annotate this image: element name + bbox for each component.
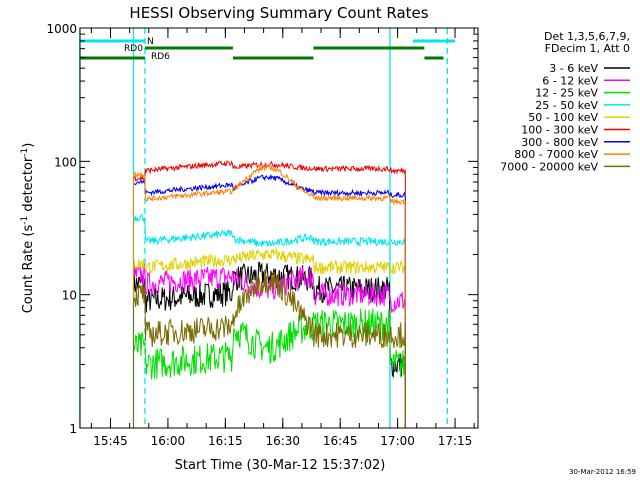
y-axis-label-sup2: -1 <box>20 148 30 157</box>
y-axis-label-end: ) <box>21 143 36 148</box>
x-tick-label: 16:45 <box>323 434 358 448</box>
series-line-4 <box>133 247 406 428</box>
series-line-7 <box>133 164 406 428</box>
footer-date: 30-Mar-2012 16:59 <box>569 468 636 476</box>
legend-label-0: 3 - 6 keV <box>549 62 598 75</box>
legend-label-7: 800 - 7000 keV <box>514 148 598 161</box>
rd6-flag-label: RD6 <box>151 52 170 62</box>
y-axis-label-main: Count Rate (s <box>21 225 36 314</box>
legend-label-2: 12 - 25 keV <box>535 87 598 100</box>
x-tick-label: 15:45 <box>93 434 128 448</box>
x-tick-label: 16:15 <box>208 434 243 448</box>
x-tick-label: 16:30 <box>265 434 300 448</box>
legend-label-3: 25 - 50 keV <box>535 99 598 112</box>
y-tick-label: 1000 <box>46 22 77 36</box>
y-tick-label: 10 <box>62 289 77 303</box>
y-axis-label-mid: detector <box>21 156 36 216</box>
series-line-2 <box>133 308 406 428</box>
y-tick-label: 100 <box>54 155 77 169</box>
legend-header-line-1: Det 1,3,5,6,7,9, <box>544 30 630 43</box>
plot-frame <box>79 27 479 429</box>
x-tick-label: 16:00 <box>151 434 186 448</box>
y-tick-label: 1 <box>69 422 77 436</box>
plot-area: N RD0 RD6 1 10 100 1000 15:45 16:00 16:15 16:30 16:… <box>46 22 479 448</box>
legend-header-line-2: FDecim 1, Att 0 <box>545 42 630 55</box>
series-line-6 <box>133 174 406 428</box>
legend-label-6: 300 - 800 keV <box>521 136 598 149</box>
x-tick-label: 17:15 <box>438 434 473 448</box>
series-line-1 <box>133 263 406 428</box>
x-axis-label: Start Time (30-Mar-12 15:37:02) <box>175 458 386 473</box>
y-axis-label: Count Rate (s-1 detector-1) <box>20 143 36 314</box>
legend-label-1: 6 - 12 keV <box>542 74 598 87</box>
legend-label-5: 100 - 300 keV <box>521 124 598 137</box>
rd0-flag-label: RD0 <box>124 44 143 54</box>
y-axis-label-sup1: -1 <box>20 216 30 225</box>
series-line-8 <box>133 269 406 428</box>
legend-label-4: 50 - 100 keV <box>528 111 598 124</box>
chart-title: HESSI Observing Summary Count Rates <box>129 4 428 22</box>
night-flag-label: N <box>147 37 154 47</box>
x-tick-label: 17:00 <box>380 434 415 448</box>
series-line-3 <box>133 213 406 428</box>
legend-label-8: 7000 - 20000 keV <box>500 160 598 173</box>
